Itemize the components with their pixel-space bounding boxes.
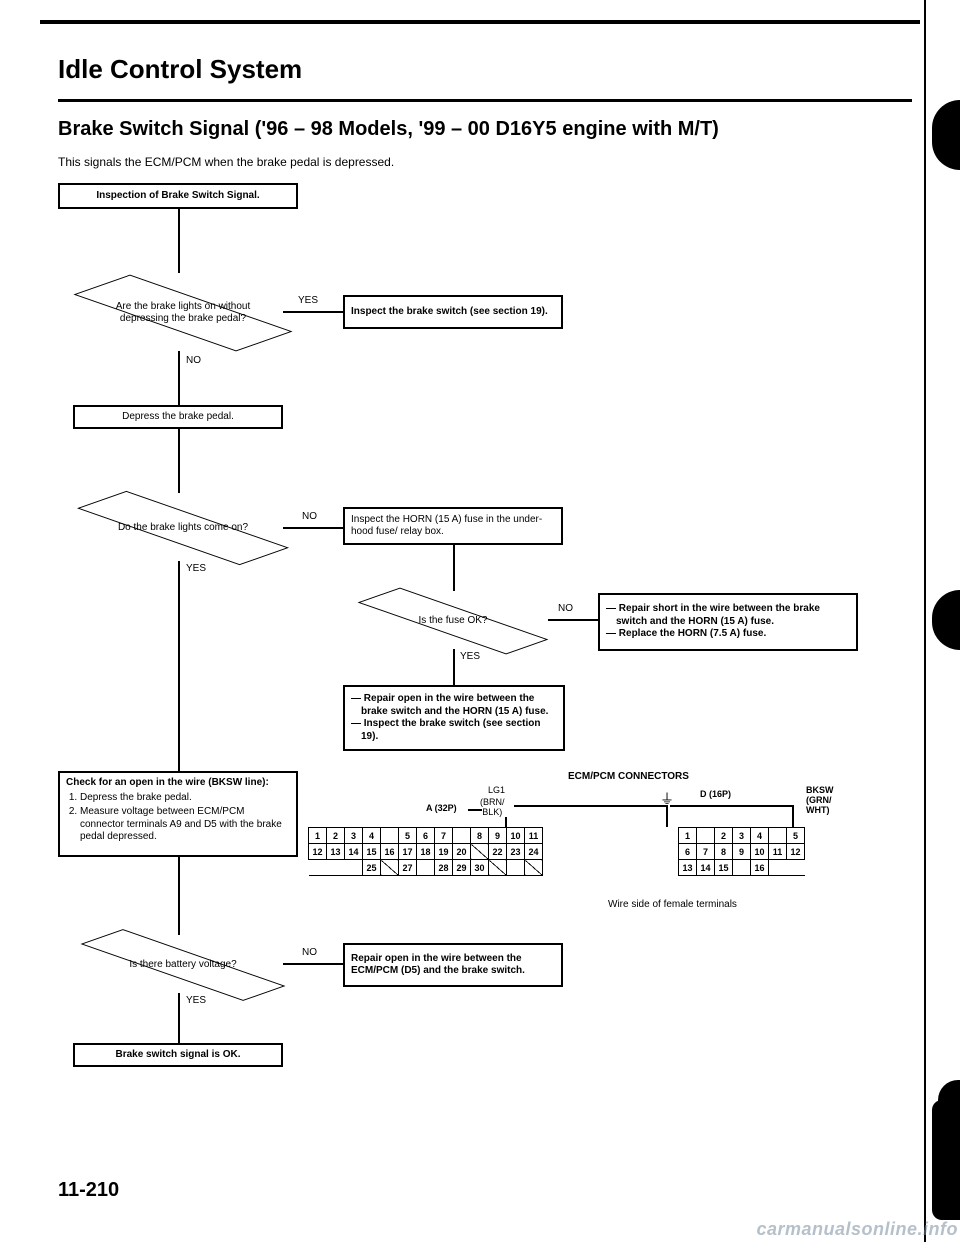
decision-text: Are the brake lights on without depressi… bbox=[96, 273, 271, 353]
label-yes: YES bbox=[460, 651, 480, 662]
node-inspection: Inspection of Brake Switch Signal. bbox=[58, 183, 298, 209]
node-repair-open: Repair open in the wire between the brak… bbox=[343, 685, 565, 751]
page-number: 11-210 bbox=[58, 1179, 119, 1202]
connector-d-name: D (16P) bbox=[700, 789, 731, 799]
connector bbox=[178, 209, 180, 273]
decision-text: Is there battery voltage? bbox=[96, 935, 271, 995]
intro-text: This signals the ECM/PCM when the brake … bbox=[58, 155, 912, 169]
decision-text: Do the brake lights come on? bbox=[96, 493, 271, 563]
label-yes: YES bbox=[298, 295, 318, 306]
repair-open-line: Inspect the brake switch (see section 19… bbox=[351, 718, 557, 743]
repair-open-line: Repair open in the wire between the brak… bbox=[351, 693, 557, 718]
check-open-step: Measure voltage between ECM/PCM connecto… bbox=[80, 806, 290, 844]
label-no: NO bbox=[302, 947, 317, 958]
title-rule bbox=[58, 99, 912, 102]
thumb-tabs bbox=[932, 0, 960, 1242]
decision-lights-come-on: Do the brake lights come on? bbox=[68, 493, 298, 563]
label-no: NO bbox=[186, 355, 201, 366]
connector bbox=[666, 805, 668, 827]
node-repair-short: Repair short in the wire between the bra… bbox=[598, 593, 858, 651]
page-title: Idle Control System bbox=[58, 54, 912, 85]
connector bbox=[514, 805, 666, 807]
connector bbox=[283, 527, 343, 529]
label-yes: YES bbox=[186, 563, 206, 574]
wire-side-note: Wire side of female terminals bbox=[608, 899, 737, 910]
connector-a-table: 1234567891011121314151617181920222324252… bbox=[308, 827, 543, 876]
node-depress-pedal: Depress the brake pedal. bbox=[73, 405, 283, 429]
node-repair-open-ecm: Repair open in the wire between the ECM/… bbox=[343, 943, 563, 987]
connector bbox=[792, 805, 794, 827]
connector bbox=[505, 817, 507, 827]
flowchart: Inspection of Brake Switch Signal. Are t… bbox=[58, 183, 918, 1083]
node-check-open: Check for an open in the wire (BKSW line… bbox=[58, 771, 298, 857]
connector-a-name: A (32P) bbox=[426, 803, 457, 813]
tab-shape bbox=[932, 590, 960, 650]
signal-lg1: LG1 bbox=[488, 785, 505, 795]
decision-fuse-ok: Is the fuse OK? bbox=[348, 591, 558, 651]
section-title: Brake Switch Signal ('96 – 98 Models, '9… bbox=[58, 118, 912, 141]
connector bbox=[178, 351, 180, 405]
node-inspect-horn-fuse: Inspect the HORN (15 A) fuse in the unde… bbox=[343, 507, 563, 545]
decision-text: Is the fuse OK? bbox=[373, 591, 533, 651]
connector bbox=[178, 857, 180, 935]
tab-shape bbox=[932, 100, 960, 170]
label-no: NO bbox=[302, 511, 317, 522]
decision-lights-without-pedal: Are the brake lights on without depressi… bbox=[68, 273, 298, 353]
connector bbox=[468, 809, 482, 811]
page-frame: Idle Control System Brake Switch Signal … bbox=[40, 20, 920, 1210]
connector bbox=[283, 963, 343, 965]
repair-short-line: Replace the HORN (7.5 A) fuse. bbox=[606, 628, 850, 641]
tab-shape bbox=[932, 1100, 960, 1220]
connector-diagram: ECM/PCM CONNECTORS A (32P) LG1 (BRN/ BLK… bbox=[308, 771, 868, 931]
connectors-title: ECM/PCM CONNECTORS bbox=[568, 771, 689, 782]
check-open-step: Depress the brake pedal. bbox=[80, 792, 290, 805]
connector bbox=[548, 619, 598, 621]
decision-battery-voltage: Is there battery voltage? bbox=[68, 935, 298, 995]
node-signal-ok: Brake switch signal is OK. bbox=[73, 1043, 283, 1067]
connector bbox=[670, 805, 792, 807]
signal-bksw: BKSW (GRN/ WHT) bbox=[806, 785, 834, 815]
connector bbox=[178, 993, 180, 1043]
connector bbox=[283, 311, 343, 313]
connector-d-table: 12345678910111213141516 bbox=[678, 827, 805, 876]
label-yes: YES bbox=[186, 995, 206, 1006]
watermark: carmanualsonline.info bbox=[756, 1219, 958, 1240]
connector bbox=[178, 429, 180, 493]
connector bbox=[453, 545, 455, 591]
signal-brn-blk: (BRN/ BLK) bbox=[480, 797, 505, 817]
check-open-title: Check for an open in the wire (BKSW line… bbox=[66, 777, 269, 790]
repair-short-line: Repair short in the wire between the bra… bbox=[606, 603, 850, 628]
node-inspect-switch: Inspect the brake switch (see section 19… bbox=[343, 295, 563, 329]
connector bbox=[178, 561, 180, 771]
connector bbox=[453, 649, 455, 685]
page-right-border bbox=[924, 0, 926, 1242]
label-no: NO bbox=[558, 603, 573, 614]
